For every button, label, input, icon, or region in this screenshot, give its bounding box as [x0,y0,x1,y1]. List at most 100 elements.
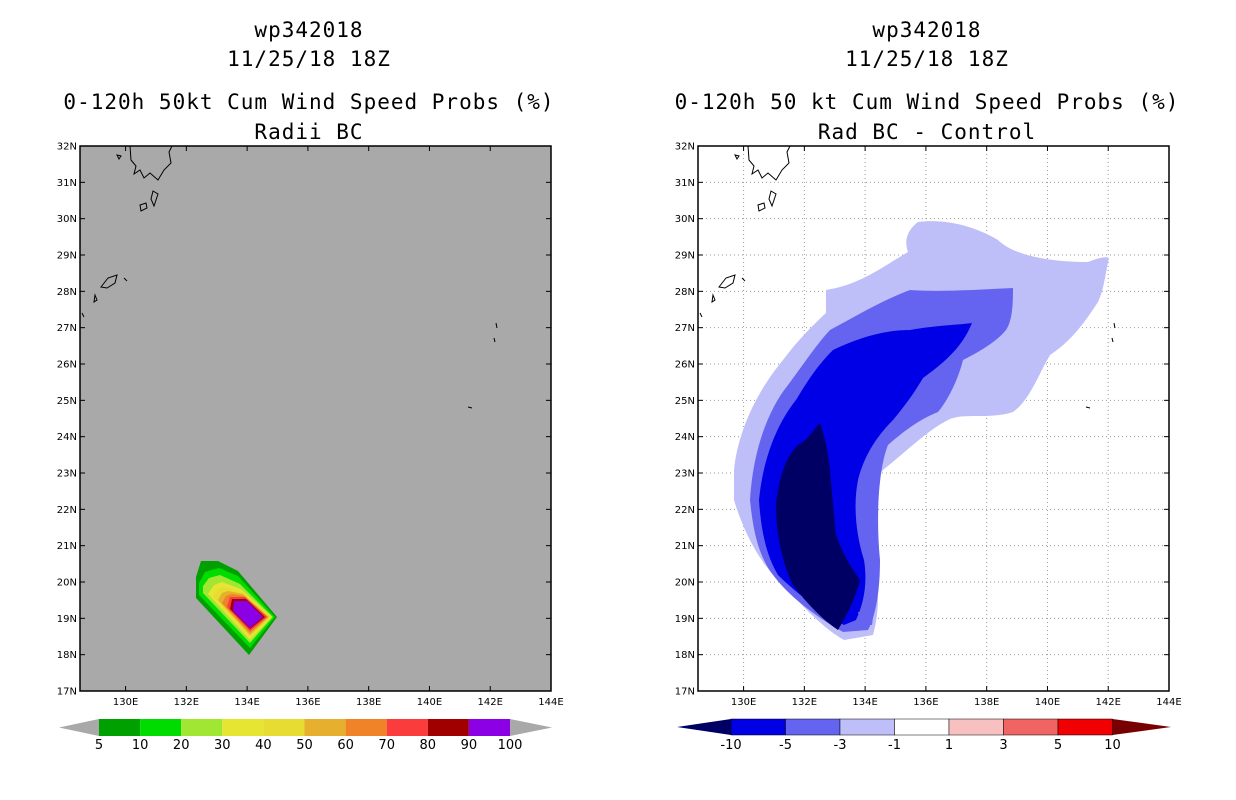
chart-subtitle: Rad BC - Control [817,120,1037,144]
lon-tick-label: 144E [1156,697,1181,708]
colorbar-swatch [304,719,346,736]
lat-tick-label: 20N [57,578,77,589]
colorbar-label: 50 [296,738,313,753]
colorbar-label: 80 [420,738,437,753]
island-7 [495,322,498,329]
lat-tick-label: 23N [57,469,77,480]
contour-minus-3-spot [858,610,874,625]
contour-90 [233,601,263,628]
island-5 [711,293,716,304]
island-amami [718,274,736,289]
lat-tick-label: 23N [675,469,695,480]
island-8 [493,337,496,343]
lat-tick-label: 28N [57,287,77,298]
coastlines [81,145,498,409]
lat-tick-label: 24N [675,432,695,443]
lon-tick-label: 140E [1035,697,1060,708]
lon-tick-label: 134E [852,697,877,708]
colorbar: 5 10 20 30 40 50 60 70 80 90 100 [59,719,552,753]
lat-tick-label: 19N [675,614,695,625]
coastline-kyushu [129,145,173,181]
lat-tick-label: 21N [675,541,695,552]
colorbar-swatch [345,719,387,736]
island-4 [123,277,128,282]
colorbar-swatch [263,719,305,736]
lat-tick-label: 26N [57,360,77,371]
colorbar-label: -5 [779,738,792,753]
lat-tick-label: 29N [57,251,77,262]
colorbar-swatch [427,719,469,736]
lat-tick-label: 19N [57,614,77,625]
island-3 [139,202,148,212]
lat-tick-label: 27N [675,323,695,334]
colorbar-arrow-high [510,719,552,736]
lat-tick-label: 24N [57,432,77,443]
colorbar-swatch [894,718,950,736]
colorbar-swatch [730,718,786,736]
map-background [80,146,551,691]
colorbar-label: -3 [834,738,847,753]
lat-tick-label: 17N [57,687,77,698]
lat-tick-label: 30N [675,214,695,225]
storm-id: wp342018 [254,18,364,42]
island-2 [150,190,159,208]
lat-tick-label: 18N [675,650,695,661]
colorbar-label: 10 [132,738,149,753]
lon-tick-label: 136E [913,697,938,708]
lat-tick-label: 32N [57,142,77,153]
valid-time: 11/25/18 18Z [845,47,1009,71]
colorbar-swatch [1003,718,1059,736]
lon-tick-label: 134E [234,697,259,708]
right-panel: wp342018 11/25/18 18Z 0-120h 50 kt Cum W… [618,0,1236,800]
island-7 [1113,322,1116,329]
right-map: 17N 18N 19N 20N 21N 22N 23N 24N 25N 26N 27N 28N 29N 3… [675,142,1182,754]
lon-tick-label: 142E [478,697,503,708]
lat-tick-label: 31N [675,178,695,189]
lon-tick-label: 140E [417,697,442,708]
colorbar-swatch [99,719,141,736]
lat-tick-label: 20N [675,578,695,589]
lat-tick-label: 27N [57,323,77,334]
island-8 [1111,337,1114,343]
left-map: 17N 18N 19N 20N 21N 22N 23N 24N 25N 26N 27N 28N 29N 3… [57,142,564,754]
lon-tick-label: 132E [792,697,817,708]
lat-tick-label: 25N [57,396,77,407]
colorbar-arrow-low [59,719,99,736]
lat-tick-label: 18N [57,650,77,661]
island-1 [116,154,122,160]
colorbar-arrow-low [677,719,731,735]
lat-tick-label: 30N [57,214,77,225]
lon-tick-label: 130E [731,697,756,708]
lon-tick-label: 130E [113,697,138,708]
lat-tick-label: 22N [57,505,77,516]
colorbar-swatch [386,719,428,736]
contour-minus-10 [776,423,860,630]
colorbar-label: 30 [214,738,231,753]
colorbar-label: 5 [95,738,103,753]
map-frame [79,145,552,692]
island-1 [734,154,740,160]
difference-contours [734,221,1109,641]
lon-tick-label: 144E [538,697,563,708]
axis-ticks: 17N 18N 19N 20N 21N 22N 23N 24N 25N 26N 27N 28N 29N 3… [675,142,1182,709]
chart-title: 0-120h 50kt Cum Wind Speed Probs (%) [63,90,555,114]
lat-tick-label: 22N [675,505,695,516]
colorbar-label: 10 [1104,738,1121,753]
colorbar-label: 5 [1054,738,1062,753]
probability-contours [196,561,277,655]
valid-time: 11/25/18 18Z [227,47,391,71]
island-9 [467,406,473,409]
chart-title: 0-120h 50 kt Cum Wind Speed Probs (%) [674,90,1180,114]
colorbar-arrow-high [1112,719,1171,735]
colorbar-label: 40 [255,738,272,753]
colorbar-swatch [948,718,1004,736]
map-frame [697,145,1170,692]
axis-ticks: 17N 18N 19N 20N 21N 22N 23N 24N 25N 26N 27N 28N 29N 3… [57,142,564,709]
colorbar: -10 -5 -3 -1 1 3 5 10 [677,718,1171,753]
colorbar-swatch [839,718,895,736]
island-6 [81,312,85,318]
island-4 [741,277,746,282]
colorbar-label: 20 [173,738,190,753]
island-5 [93,293,98,304]
lat-tick-label: 17N [675,687,695,698]
